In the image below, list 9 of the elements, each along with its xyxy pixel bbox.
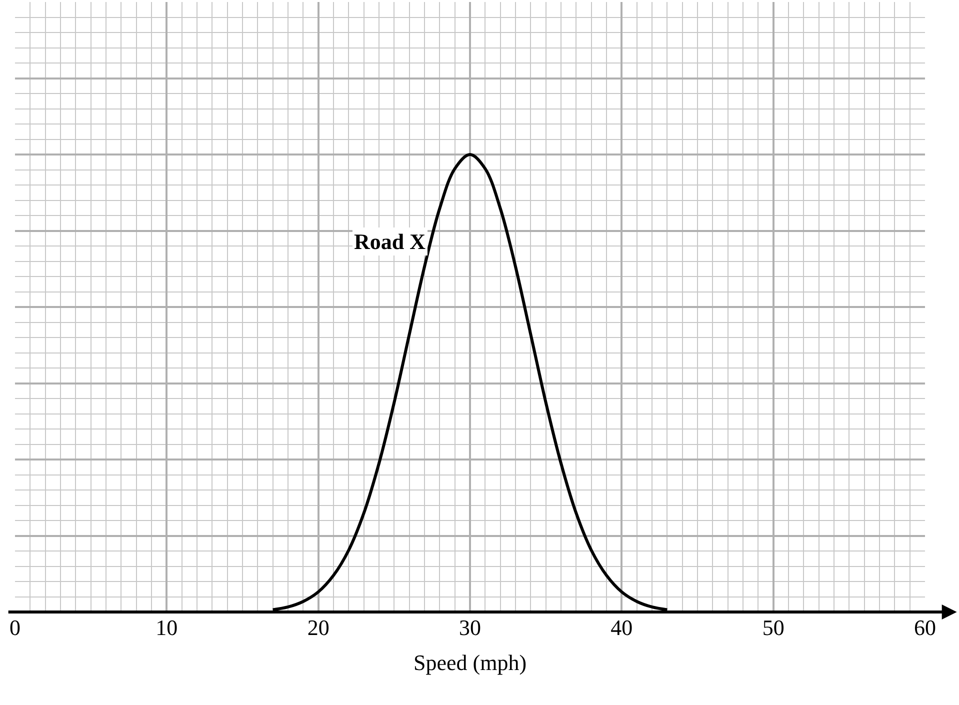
x-tick-label: 0 <box>10 615 20 640</box>
x-axis-title: Speed (mph) <box>413 650 527 675</box>
x-tick-label: 10 <box>156 615 178 640</box>
x-tick-label: 40 <box>610 615 633 640</box>
x-tick-label: 20 <box>307 615 330 640</box>
x-tick-label: 50 <box>762 615 784 640</box>
series-label: Road X <box>354 229 426 254</box>
x-tick-label: 60 <box>914 615 936 640</box>
x-tick-label: 30 <box>459 615 481 640</box>
